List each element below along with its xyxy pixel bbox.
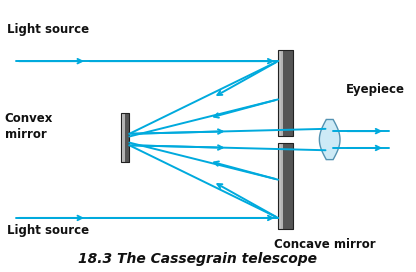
Text: Eyepiece: Eyepiece <box>346 83 405 96</box>
Polygon shape <box>121 113 129 162</box>
Text: Concave mirror: Concave mirror <box>274 238 376 251</box>
Polygon shape <box>278 143 292 229</box>
Polygon shape <box>278 143 281 229</box>
Polygon shape <box>278 143 283 229</box>
Polygon shape <box>121 113 123 162</box>
Polygon shape <box>278 50 281 136</box>
Text: Convex
mirror: Convex mirror <box>5 112 53 141</box>
Text: 18.3 The Cassegrain telescope: 18.3 The Cassegrain telescope <box>78 252 317 265</box>
Polygon shape <box>278 50 283 136</box>
Text: Light source: Light source <box>7 224 89 237</box>
Polygon shape <box>121 113 125 162</box>
Text: Light source: Light source <box>7 23 89 36</box>
Polygon shape <box>319 119 340 160</box>
Polygon shape <box>278 50 292 136</box>
